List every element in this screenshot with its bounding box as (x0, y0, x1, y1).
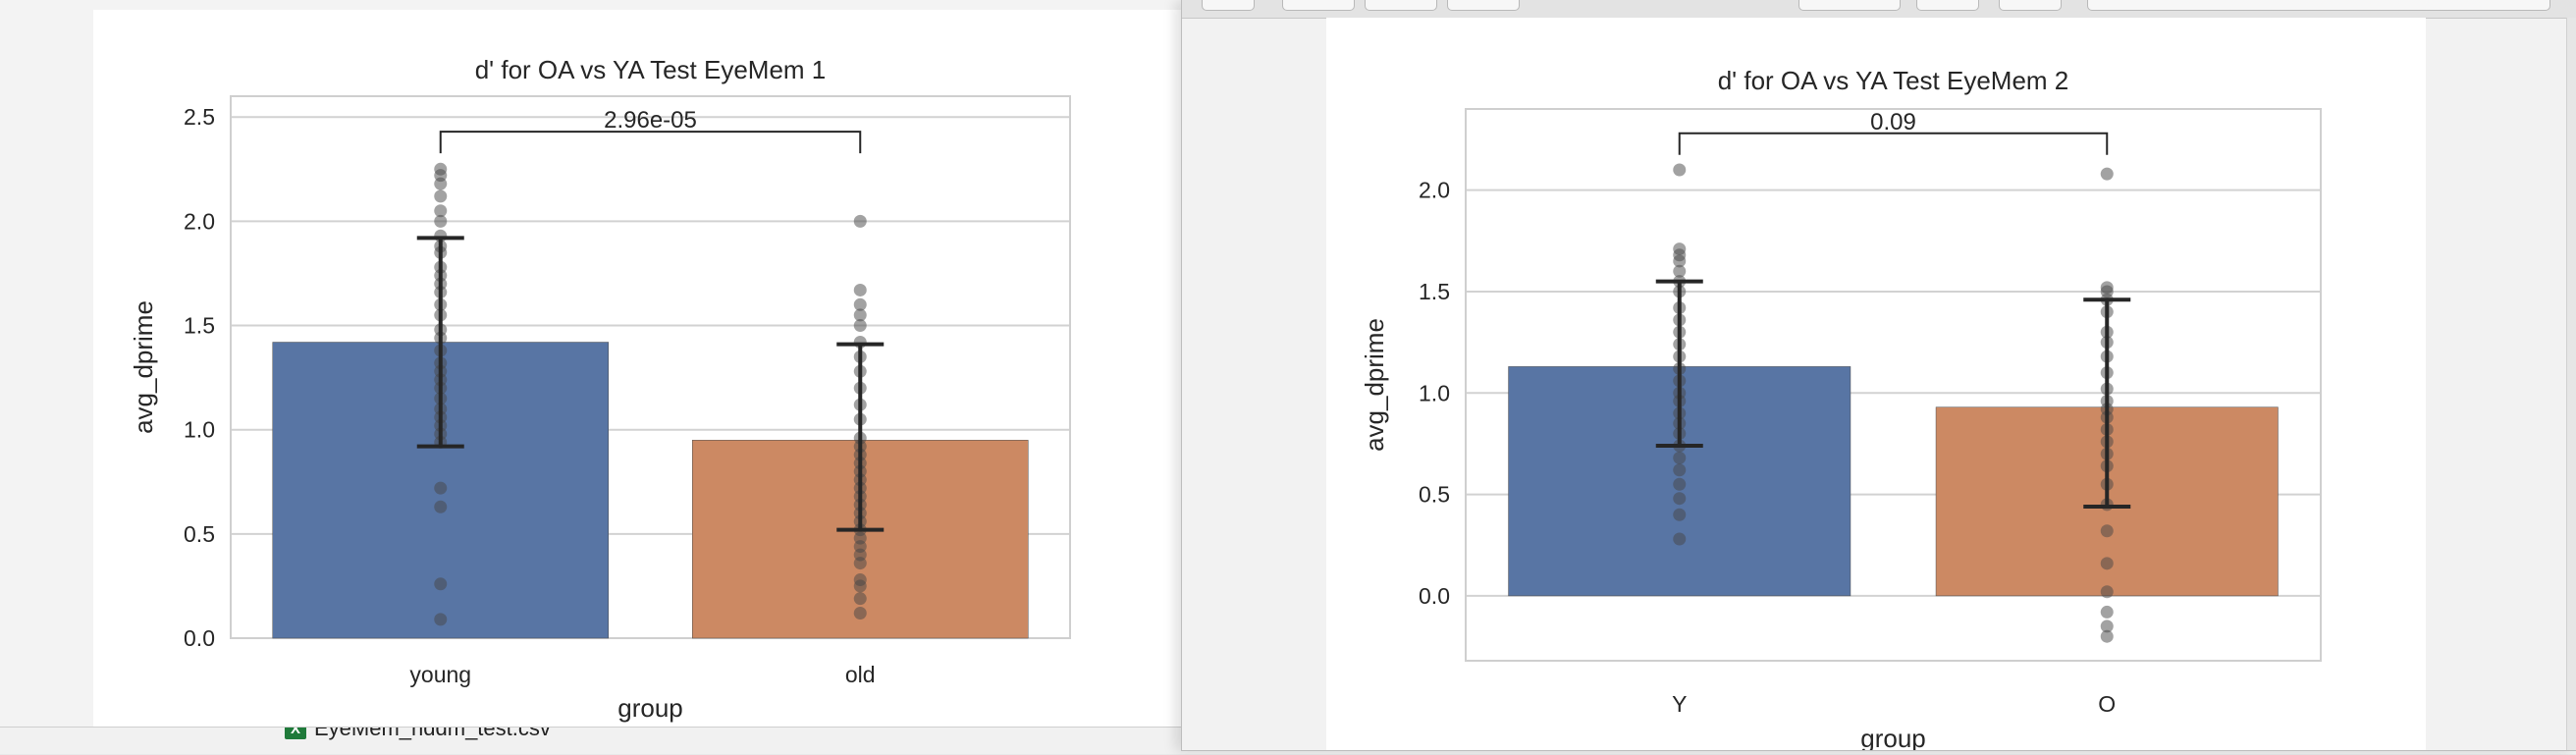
toolbar-button-pan[interactable] (1447, 0, 1520, 11)
data-point (853, 308, 867, 322)
x-tick-label: old (845, 662, 876, 687)
x-tick-label: O (2098, 691, 2116, 717)
y-tick-label: 1.0 (1419, 380, 1450, 405)
data-point (434, 189, 448, 203)
data-point (2100, 524, 2114, 538)
y-tick-label: 0.0 (184, 625, 215, 651)
chart-1: 0.0 0.5 1.0 1.5 2.0 2.5 young old 2.96e-05 d' for… (129, 55, 1071, 723)
significance-bracket (439, 131, 862, 154)
figure-toolbar (1182, 0, 2576, 19)
figure-canvas-2: 0.0 0.5 1.0 1.5 2.0 Y O 0.09 d' for OA vs YA Tes… (1326, 18, 2426, 753)
x-tick-label: young (409, 662, 471, 687)
y-axis-label: avg_dprime (129, 300, 158, 434)
y-tick-label: 1.5 (184, 313, 215, 339)
data-point (853, 592, 867, 606)
chart-2: 0.0 0.5 1.0 1.5 2.0 Y O 0.09 d' for OA vs YA Tes… (1360, 66, 2322, 753)
data-point (853, 283, 867, 297)
y-axis-label: avg_dprime (1360, 318, 1389, 452)
data-point (434, 500, 448, 513)
y-tick-label: 0.5 (1419, 482, 1450, 508)
data-point (853, 297, 867, 311)
chart-title: d' for OA vs YA Test EyeMem 2 (1718, 66, 2069, 95)
figure-window-1[interactable]: 0.0 0.5 1.0 1.5 2.0 2.5 young old 2.96e-05 d' for… (0, 0, 1184, 728)
y-tick-label: 1.0 (184, 417, 215, 443)
data-point (853, 319, 867, 333)
y-tick-label: 2.0 (184, 208, 215, 234)
data-point (1673, 477, 1687, 491)
data-point (2100, 620, 2114, 633)
y-tick-label: 2.5 (184, 104, 215, 130)
data-point (434, 214, 448, 228)
data-point (2100, 167, 2114, 181)
significance-label: 0.09 (1870, 109, 1916, 135)
y-tick-label: 0.5 (184, 521, 215, 547)
window-scrollbar[interactable] (2566, 18, 2576, 750)
data-point (2100, 629, 2114, 643)
data-point (1673, 492, 1687, 506)
x-tick-label: Y (1672, 691, 1687, 717)
y-tick-label: 0.0 (1419, 583, 1450, 609)
data-point (853, 607, 867, 620)
data-point (1673, 451, 1687, 464)
x-axis-label: group (1860, 724, 1926, 750)
y-tick-label: 2.0 (1419, 178, 1450, 203)
data-point (434, 481, 448, 495)
data-point (434, 204, 448, 218)
data-point (1673, 508, 1687, 521)
significance-bracket (1678, 132, 2109, 155)
toolbar-button-zoom[interactable] (1798, 0, 1901, 11)
toolbar-button-back[interactable] (1282, 0, 1355, 11)
data-point (434, 177, 448, 190)
data-point (853, 214, 867, 228)
axes-frame (1465, 108, 2322, 662)
data-point (1673, 532, 1687, 546)
data-point (1673, 163, 1687, 177)
data-point (1673, 463, 1687, 477)
y-tick-label: 1.5 (1419, 279, 1450, 304)
data-point (853, 557, 867, 570)
toolbar-button-home[interactable] (1202, 0, 1255, 11)
toolbar-coordinate-readout (2087, 0, 2550, 11)
axes-frame (230, 95, 1071, 639)
x-axis-label: group (617, 693, 683, 723)
data-point (2100, 557, 2114, 570)
significance-label: 2.96e-05 (604, 107, 697, 134)
chart-title: d' for OA vs YA Test EyeMem 1 (475, 55, 827, 84)
toolbar-button-configure[interactable] (1916, 0, 1979, 11)
data-point (434, 577, 448, 591)
data-point (1673, 264, 1687, 278)
figure-window-2[interactable]: 0.0 0.5 1.0 1.5 2.0 Y O 0.09 d' for OA vs YA Tes… (1181, 0, 2576, 753)
toolbar-button-save[interactable] (1999, 0, 2062, 11)
toolbar-button-forward[interactable] (1365, 0, 1437, 11)
data-point (434, 613, 448, 626)
data-point (1673, 254, 1687, 268)
data-point (853, 579, 867, 593)
figure-canvas-1: 0.0 0.5 1.0 1.5 2.0 2.5 young old 2.96e-05 d' for… (93, 10, 1183, 727)
data-point (2100, 585, 2114, 599)
data-point (2100, 605, 2114, 619)
